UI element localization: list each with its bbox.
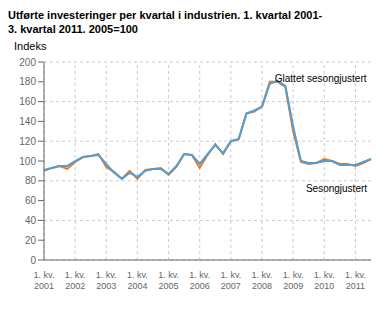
- svg-text:40: 40: [25, 215, 37, 226]
- svg-text:1. kv.2010: 1. kv.2010: [314, 270, 335, 291]
- svg-text:1. kv.2004: 1. kv.2004: [127, 270, 148, 291]
- svg-text:1. kv.2011: 1. kv.2011: [345, 270, 366, 291]
- svg-text:Sesongjustert: Sesongjustert: [306, 183, 367, 194]
- svg-text:120: 120: [19, 136, 36, 147]
- svg-text:1. kv.2001: 1. kv.2001: [34, 270, 55, 291]
- svg-text:1. kv.2005: 1. kv.2005: [158, 270, 179, 291]
- svg-text:1. kv.2008: 1. kv.2008: [252, 270, 273, 291]
- svg-text:200: 200: [19, 57, 36, 68]
- svg-text:20: 20: [25, 235, 37, 246]
- svg-text:1. kv.2003: 1. kv.2003: [96, 270, 117, 291]
- svg-text:1. kv.2002: 1. kv.2002: [65, 270, 86, 291]
- svg-text:140: 140: [19, 116, 36, 127]
- svg-text:160: 160: [19, 96, 36, 107]
- svg-text:1. kv.2009: 1. kv.2009: [283, 270, 304, 291]
- svg-text:0: 0: [30, 255, 36, 266]
- svg-text:180: 180: [19, 76, 36, 87]
- svg-text:60: 60: [25, 195, 37, 206]
- svg-text:1. kv.2007: 1. kv.2007: [220, 270, 241, 291]
- html-text:Indeks: Indeks: [14, 40, 47, 52]
- svg-text:Glattet sesongjustert: Glattet sesongjustert: [275, 73, 367, 84]
- svg-text:100: 100: [19, 156, 36, 167]
- svg-text:1. kv.2006: 1. kv.2006: [189, 270, 210, 291]
- html-text:Utførte investeringer per kvar: Utførte investeringer per kvartal i indu…: [8, 9, 323, 21]
- svg-text:80: 80: [25, 175, 37, 186]
- html-text:3. kvartal 2011. 2005=100: 3. kvartal 2011. 2005=100: [8, 23, 138, 35]
